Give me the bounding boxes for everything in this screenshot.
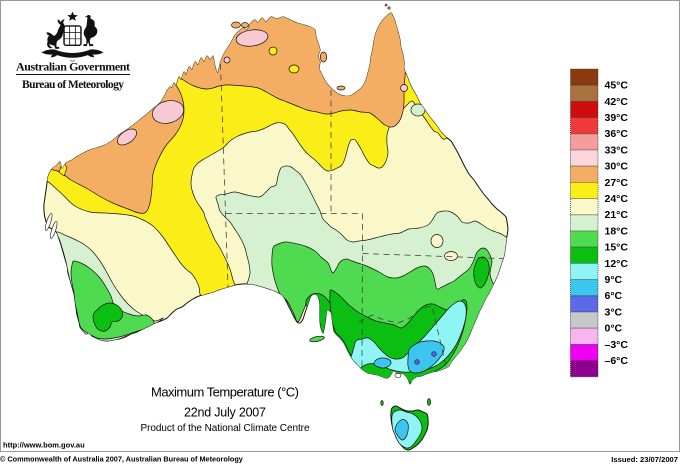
svg-text:39°C: 39°C bbox=[605, 112, 629, 124]
svg-text:12°C: 12°C bbox=[605, 258, 629, 270]
svg-text:–3°C: –3°C bbox=[605, 339, 629, 351]
svg-text:42°C: 42°C bbox=[605, 96, 629, 108]
svg-text:33°C: 33°C bbox=[605, 144, 629, 156]
svg-text:http://www.bom.gov.au: http://www.bom.gov.au bbox=[3, 440, 85, 449]
svg-text:15°C: 15°C bbox=[605, 242, 629, 254]
svg-text:24°C: 24°C bbox=[605, 193, 629, 205]
svg-text:9°C: 9°C bbox=[605, 274, 623, 286]
svg-text:30°C: 30°C bbox=[605, 161, 629, 173]
svg-text:21°C: 21°C bbox=[605, 209, 629, 221]
svg-text:Product of the National Climat: Product of the National Climate Centre bbox=[141, 423, 310, 434]
svg-text:Issued: 23/07/2007: Issued: 23/07/2007 bbox=[611, 455, 678, 464]
svg-text:–6°C: –6°C bbox=[605, 355, 629, 367]
svg-text:45°C: 45°C bbox=[605, 80, 629, 92]
svg-text:22nd July 2007: 22nd July 2007 bbox=[184, 406, 266, 420]
svg-text:Maximum Temperature (°C): Maximum Temperature (°C) bbox=[151, 385, 299, 400]
svg-text:0°C: 0°C bbox=[605, 323, 623, 335]
svg-text:3°C: 3°C bbox=[605, 306, 623, 318]
svg-text:Bureau of Meteorology: Bureau of Meteorology bbox=[22, 79, 124, 91]
svg-text:© Commonwealth of Australia 20: © Commonwealth of Australia 2007, Austra… bbox=[0, 455, 244, 464]
svg-text:6°C: 6°C bbox=[605, 290, 623, 302]
svg-text:27°C: 27°C bbox=[605, 177, 629, 189]
svg-text:18°C: 18°C bbox=[605, 225, 629, 237]
svg-text:Australian Government: Australian Government bbox=[16, 60, 130, 74]
svg-text:36°C: 36°C bbox=[605, 128, 629, 140]
